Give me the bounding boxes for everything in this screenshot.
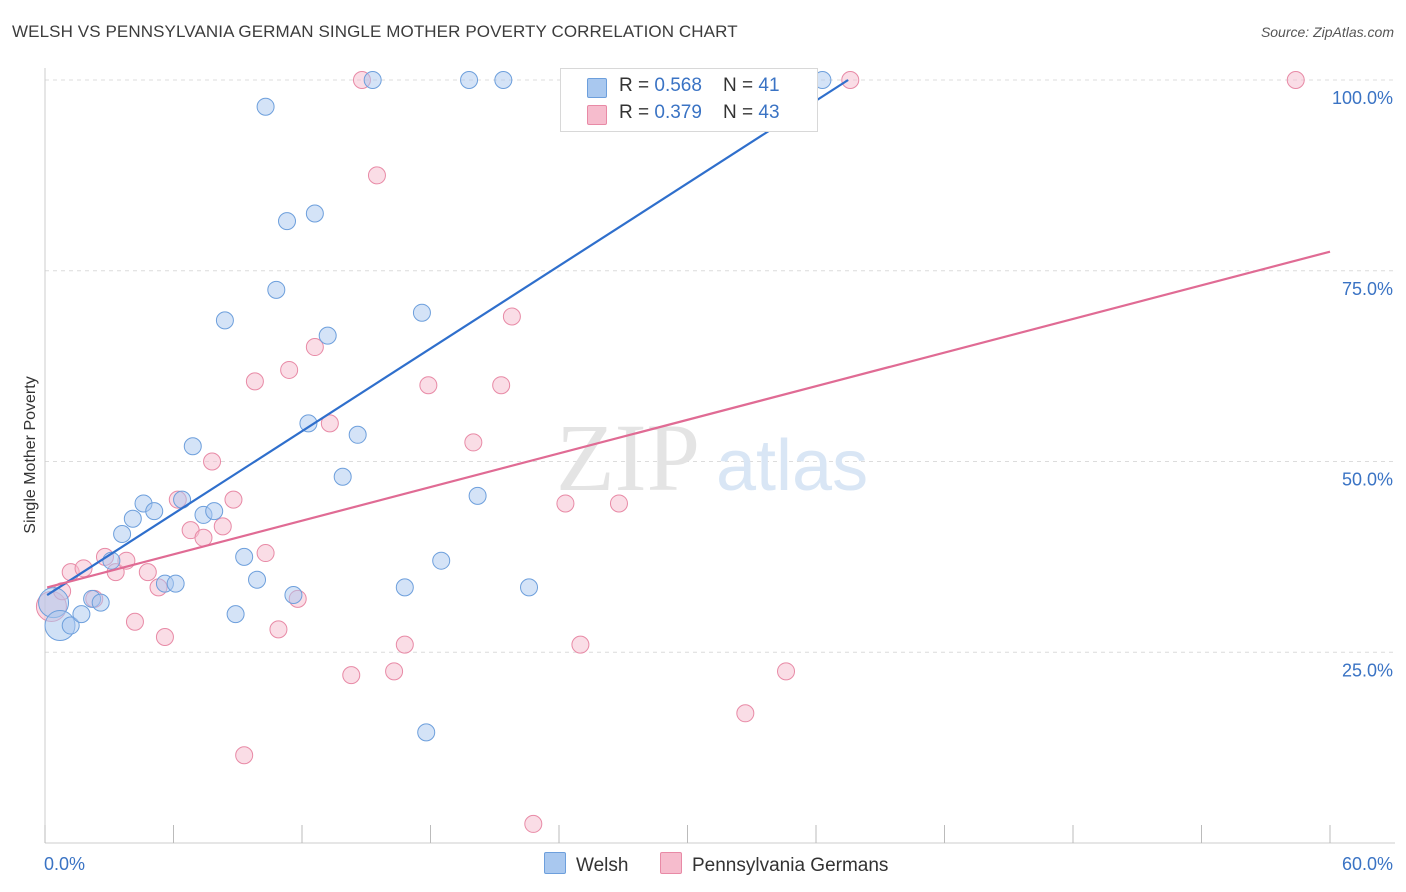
y-axis-label: Single Mother Poverty (22, 376, 39, 533)
welsh-point (278, 212, 297, 231)
welsh-point (61, 616, 80, 635)
pg-point (502, 307, 521, 326)
pg-point (777, 662, 796, 681)
pg-n-value: 43 (758, 102, 780, 123)
bottom-legend-pg[interactable]: Pennsylvania Germans (660, 852, 888, 877)
pg-point (367, 166, 386, 185)
pg-legend-label: Pennsylvania Germans (692, 855, 889, 876)
pg-point (385, 662, 404, 681)
welsh-n-label: N = (723, 75, 759, 96)
pg-point (736, 704, 755, 723)
welsh-point (363, 71, 382, 89)
welsh-point (145, 502, 164, 521)
watermark: ZIP atlas (556, 404, 868, 511)
welsh-r-label: R = (619, 75, 655, 96)
pg-n-label: N = (723, 102, 759, 123)
pg-point (464, 433, 483, 452)
pg-trend-line (46, 250, 1331, 589)
welsh-point (267, 280, 286, 299)
watermark-zip: ZIP (556, 404, 700, 511)
pg-point (245, 372, 264, 391)
welsh-point (305, 204, 324, 223)
pg-point (224, 490, 243, 509)
pg-legend-swatch (660, 852, 682, 874)
welsh-point (226, 605, 245, 624)
pg-point (235, 746, 254, 765)
welsh-point (123, 509, 142, 528)
welsh-point (91, 593, 110, 612)
x-tick-label: 0.0% (44, 854, 85, 874)
welsh-trend-line (46, 79, 849, 596)
pg-point (492, 376, 511, 395)
welsh-point (72, 605, 91, 624)
pg-point (213, 517, 232, 536)
welsh-point (432, 551, 451, 570)
pg-point (342, 666, 361, 685)
welsh-point (333, 467, 352, 486)
welsh-point (113, 524, 132, 543)
pg-point (571, 635, 590, 654)
gridlines (45, 79, 1395, 653)
y-tick-label: 50.0% (1342, 470, 1393, 490)
welsh-point (215, 311, 234, 330)
welsh-point (205, 502, 224, 521)
welsh-point (417, 723, 436, 742)
pg-point (524, 814, 543, 833)
welsh-point (395, 578, 414, 597)
pg-point (125, 612, 144, 631)
welsh-point (256, 97, 275, 116)
y-tick-label: 100.0% (1332, 88, 1393, 108)
pg-r-value: 0.379 (654, 102, 702, 123)
trend-lines (46, 79, 1331, 596)
correlation-legend: R = 0.568 N = 41 R = 0.379 N = 43 (560, 68, 818, 132)
pg-point (138, 563, 157, 582)
welsh-r-value: 0.568 (654, 75, 702, 96)
welsh-point (520, 578, 539, 597)
watermark-atlas: atlas (716, 426, 868, 506)
welsh-legend-label: Welsh (576, 855, 629, 876)
welsh-point (412, 303, 431, 322)
tick-labels: 25.0% 50.0% 75.0% 100.0% 0.0% 60.0% (44, 88, 1393, 874)
welsh-point (348, 425, 367, 444)
bottom-legend-welsh[interactable]: Welsh (544, 852, 628, 877)
y-tick-label: 25.0% (1342, 660, 1393, 680)
welsh-point (318, 326, 337, 345)
welsh-legend-swatch (544, 852, 566, 874)
welsh-point (235, 547, 254, 566)
pg-point (556, 494, 575, 513)
pg-point (155, 627, 174, 646)
welsh-point (248, 570, 267, 589)
welsh-point (166, 574, 185, 593)
pg-point (1286, 71, 1305, 89)
pg-point (320, 414, 339, 433)
welsh-point (284, 586, 303, 605)
welsh-point (468, 486, 487, 505)
pg-point (419, 376, 438, 395)
pg-point (280, 360, 299, 379)
pg-point (609, 494, 628, 513)
pg-swatch (587, 105, 607, 125)
axes (44, 68, 1395, 844)
pg-point (194, 528, 213, 547)
welsh-swatch (587, 78, 607, 98)
y-tick-label: 75.0% (1342, 279, 1393, 299)
pg-point (395, 635, 414, 654)
welsh-point (299, 414, 318, 433)
x-tick-label: 60.0% (1342, 854, 1393, 874)
welsh-n-value: 41 (758, 75, 780, 96)
welsh-point (183, 437, 202, 456)
pg-point (256, 544, 275, 563)
source-label: Source: ZipAtlas.com (1260, 24, 1394, 40)
welsh-point (460, 71, 479, 89)
pg-point (269, 620, 288, 639)
welsh-points (38, 71, 832, 742)
pg-point (203, 452, 222, 471)
welsh-point (494, 71, 513, 89)
pg-point (305, 338, 324, 357)
pg-point (841, 71, 860, 89)
pg-r-label: R = (619, 102, 655, 123)
chart-title: WELSH VS PENNSYLVANIA GERMAN SINGLE MOTH… (12, 22, 738, 41)
